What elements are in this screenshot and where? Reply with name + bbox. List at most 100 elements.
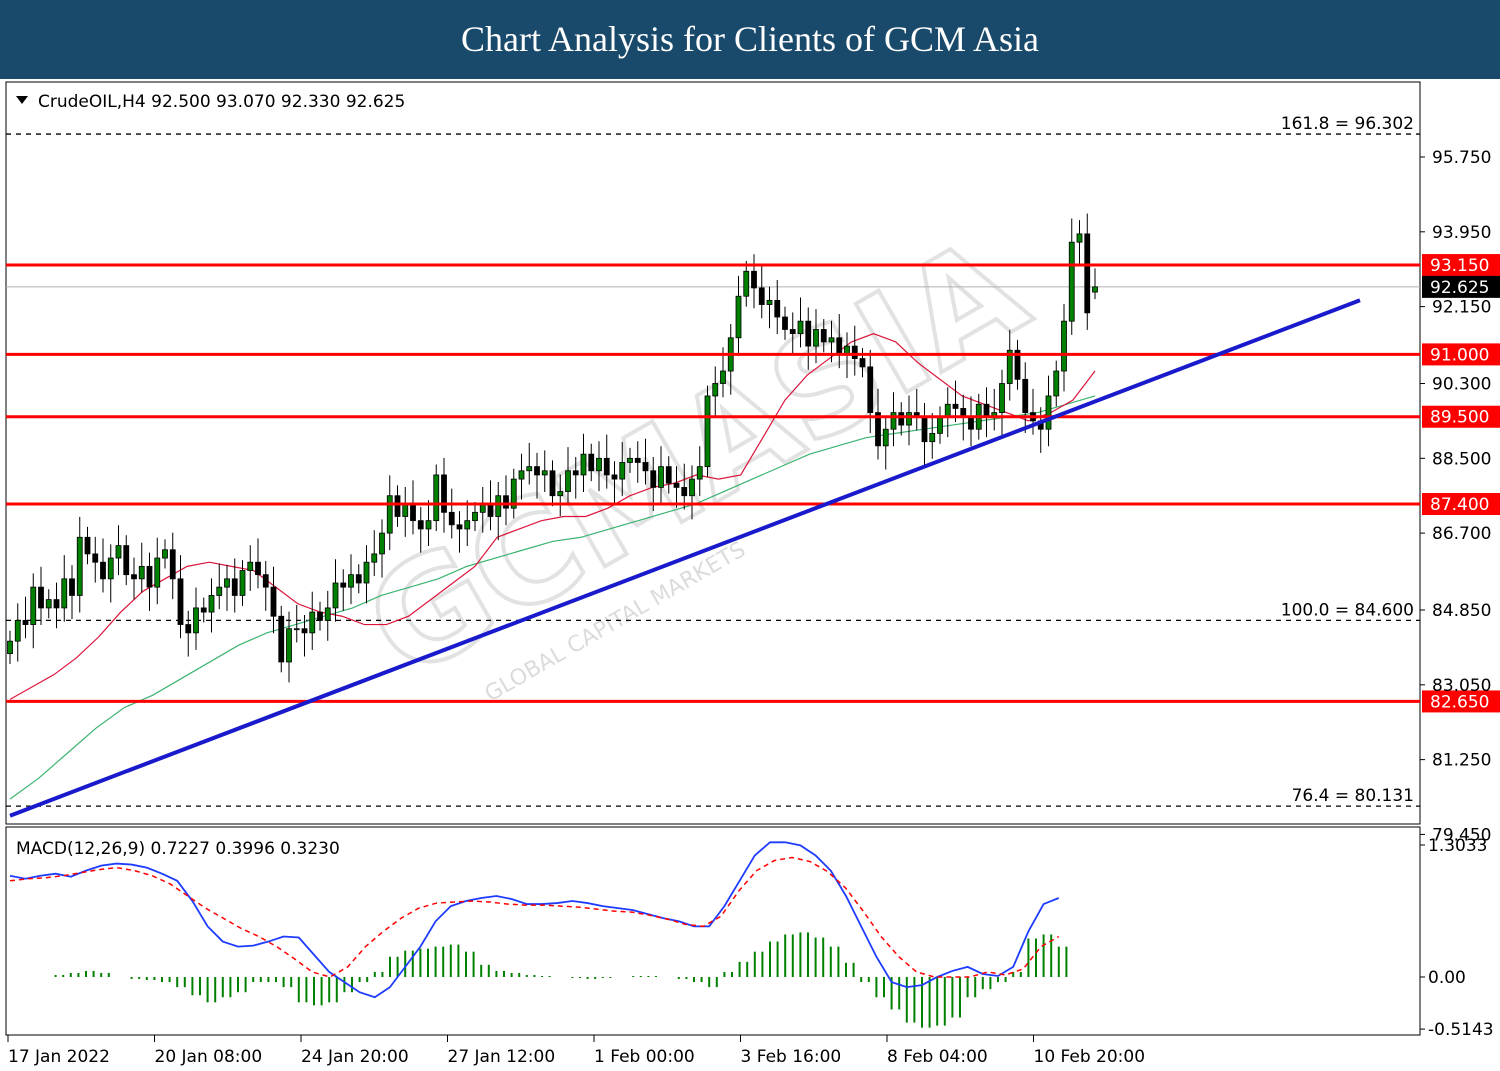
- candle: [696, 446, 703, 497]
- level-label: 91.000: [1430, 345, 1489, 365]
- candle: [627, 447, 633, 473]
- candle-body: [115, 545, 122, 559]
- candle-body: [363, 561, 370, 584]
- candle-body: [456, 524, 463, 530]
- candle-body: [526, 466, 533, 472]
- trendline-layer: [9, 298, 1361, 818]
- price-tick-label: 81.250: [1432, 751, 1491, 771]
- current-price-bg: [1422, 275, 1500, 298]
- candle: [38, 566, 44, 625]
- candle: [169, 532, 176, 600]
- candle-body: [720, 370, 726, 384]
- candle: [565, 447, 571, 506]
- price-axis: 95.750 93.950 92.150 90.300 88.500 86.700 84.8…: [1420, 148, 1491, 845]
- candle: [332, 559, 339, 622]
- candle-body: [518, 470, 525, 480]
- candle-body: [611, 474, 618, 480]
- candle-body: [154, 557, 161, 588]
- candle: [355, 564, 362, 594]
- candle: [619, 442, 626, 497]
- chart-menu-triangle-icon[interactable]: [16, 96, 28, 104]
- candle: [541, 450, 548, 492]
- level-label: 87.400: [1430, 495, 1489, 515]
- candle: [634, 441, 641, 483]
- candle: [224, 565, 230, 611]
- candle-body: [278, 615, 285, 663]
- candle: [603, 434, 610, 489]
- candle-body: [239, 570, 246, 596]
- candle-body: [789, 329, 796, 335]
- header-title: Chart Analysis for Clients of GCM Asia: [461, 19, 1039, 59]
- candle: [588, 443, 595, 482]
- candle-body: [1006, 349, 1013, 384]
- candle: [76, 516, 83, 613]
- candle-body: [712, 383, 719, 397]
- candle: [216, 563, 223, 610]
- candle-body: [882, 428, 889, 447]
- candle: [1076, 220, 1083, 266]
- level-label-bg: [1422, 254, 1500, 277]
- candle: [503, 475, 509, 526]
- candle-body: [69, 578, 75, 596]
- candle-body: [255, 561, 261, 576]
- candle: [278, 605, 285, 673]
- candle-body: [107, 557, 114, 580]
- candle-body: [828, 337, 835, 343]
- macd-axis: 1.3033 0.00 -0.5143: [1420, 836, 1494, 1040]
- candle: [386, 475, 393, 551]
- candle: [472, 501, 478, 532]
- candle: [712, 366, 719, 417]
- price-tick-label: 93.950: [1432, 223, 1491, 243]
- candle: [906, 395, 912, 446]
- candle: [1084, 213, 1091, 330]
- candle-body: [596, 457, 602, 472]
- candle-body: [805, 320, 812, 347]
- candle: [1045, 375, 1052, 447]
- candle: [177, 555, 184, 639]
- candle-body: [340, 582, 347, 588]
- price-tick-label: 95.750: [1432, 148, 1491, 168]
- candle: [231, 558, 238, 613]
- time-tick-label: 8 Feb 04:00: [887, 1047, 988, 1067]
- candle: [890, 392, 897, 447]
- candle-body: [743, 270, 750, 297]
- candle: [456, 511, 463, 553]
- candle-body: [45, 599, 52, 609]
- candle: [417, 506, 424, 553]
- candle-body: [820, 329, 827, 343]
- candle: [301, 614, 308, 657]
- candle: [1014, 339, 1021, 390]
- candle: [526, 442, 533, 485]
- level-label: 93.150: [1430, 256, 1489, 276]
- candle-body: [177, 578, 184, 625]
- candle-body: [92, 553, 99, 563]
- candle-body: [983, 403, 990, 418]
- candle-body: [472, 511, 478, 522]
- macd-tick-label: 1.3033: [1428, 836, 1487, 856]
- candle: [131, 557, 137, 600]
- candle-body: [650, 470, 657, 488]
- candle-body: [30, 586, 37, 625]
- candle-body: [371, 553, 378, 563]
- candle: [255, 538, 261, 589]
- candle-body: [200, 607, 207, 613]
- candle-body: [185, 624, 192, 634]
- candle: [681, 463, 688, 510]
- candle-body: [1045, 395, 1052, 430]
- candle-body: [410, 503, 416, 522]
- candle-body: [317, 611, 323, 621]
- candle: [448, 488, 455, 539]
- candle-body: [952, 403, 959, 409]
- time-tick-label: 17 Jan 2022: [8, 1047, 110, 1067]
- candle: [208, 578, 215, 633]
- candle-body: [944, 403, 951, 418]
- price-tick-label: 79.450: [1432, 825, 1491, 845]
- time-tick-label: 27 Jan 12:00: [448, 1047, 556, 1067]
- candle-body: [208, 595, 215, 613]
- candle-body: [851, 345, 858, 359]
- candle: [673, 466, 680, 508]
- candle-body: [441, 474, 447, 513]
- candle: [200, 597, 207, 623]
- candle-body: [386, 495, 393, 534]
